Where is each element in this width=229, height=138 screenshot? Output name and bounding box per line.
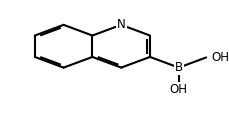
Text: B: B xyxy=(174,61,182,74)
Text: OH: OH xyxy=(169,83,187,96)
Text: OH: OH xyxy=(211,51,229,64)
Text: N: N xyxy=(116,18,125,31)
